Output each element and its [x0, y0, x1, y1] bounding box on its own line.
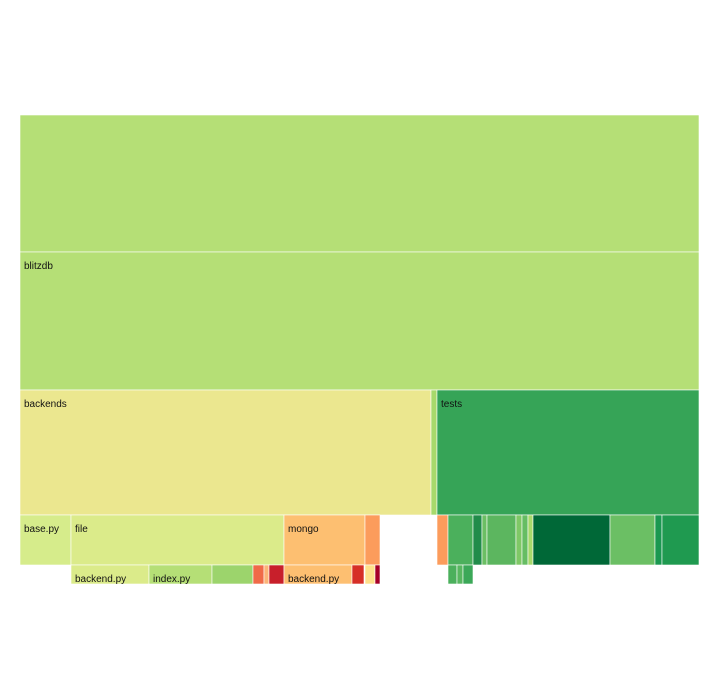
icicle-cell[interactable] [19, 389, 432, 516]
icicle-cell-label: backend.py [75, 574, 126, 585]
icicle-cell[interactable] [609, 514, 656, 566]
icicle-cell[interactable] [283, 514, 366, 566]
icicle-cell[interactable] [472, 514, 483, 566]
icicle-cell[interactable] [430, 389, 438, 516]
icicle-cell[interactable] [19, 251, 700, 391]
icicle-cell[interactable] [351, 564, 365, 585]
icicle-cell[interactable] [486, 514, 517, 566]
icicle-cell-label: tests [441, 399, 462, 410]
icicle-cell[interactable] [263, 564, 270, 585]
icicle-cell[interactable] [364, 564, 376, 585]
icicle-cell[interactable] [268, 564, 285, 585]
icicle-cell[interactable] [481, 514, 488, 566]
icicle-cell[interactable] [436, 389, 700, 516]
icicle-cell[interactable] [19, 114, 700, 253]
icicle-cell[interactable] [211, 564, 254, 585]
icicle-cell[interactable] [252, 564, 265, 585]
icicle-cell[interactable] [661, 514, 700, 566]
icicle-cells: blitzdb backends base.py file backend.py inde… [19, 114, 700, 585]
icicle-cell[interactable] [70, 514, 285, 566]
icicle-cell-label: base.py [24, 524, 59, 535]
icicle-cell-label: backends [24, 399, 67, 410]
icicle-cell[interactable] [654, 514, 663, 566]
icicle-cell-label: backend.py [288, 574, 339, 585]
icicle-cell-label: mongo [288, 524, 319, 535]
icicle-cell[interactable] [436, 514, 449, 566]
icicle-cell[interactable] [447, 514, 474, 566]
icicle-cell[interactable] [374, 564, 381, 585]
icicle-cell[interactable] [521, 514, 529, 566]
icicle-cell[interactable] [532, 514, 611, 566]
icicle-cell-label: file [75, 524, 88, 535]
icicle-cell[interactable] [19, 514, 72, 566]
icicle-cell[interactable] [462, 564, 474, 585]
icicle-cell[interactable] [456, 564, 464, 585]
icicle-cell[interactable] [515, 514, 523, 566]
icicle-cell-label: index.py [153, 574, 190, 585]
icicle-cell[interactable] [364, 514, 381, 566]
icicle-cell-label: blitzdb [24, 261, 53, 272]
icicle-cell[interactable] [527, 514, 534, 566]
icicle-cell[interactable] [447, 564, 458, 585]
